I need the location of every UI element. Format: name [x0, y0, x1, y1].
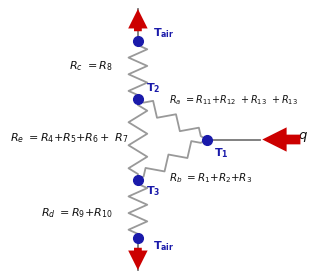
Text: $\mathbf{T_1}$: $\mathbf{T_1}$ [214, 146, 229, 160]
Text: $R_e\ =R_4{+}R_5{+}R_6+\ R_7$: $R_e\ =R_4{+}R_5{+}R_6+\ R_7$ [10, 131, 129, 145]
Text: $q$: $q$ [298, 130, 308, 144]
Text: $\mathbf{T_{air}}$: $\mathbf{T_{air}}$ [154, 239, 175, 253]
Text: $R_b\ =R_1{+}R_2{+}R_3$: $R_b\ =R_1{+}R_2{+}R_3$ [169, 171, 252, 185]
Text: $R_a\ =R_{11}{+}R_{12}\ +R_{13}\ +R_{13}$: $R_a\ =R_{11}{+}R_{12}\ +R_{13}\ +R_{13}… [169, 93, 298, 107]
Text: $\mathbf{T_3}$: $\mathbf{T_3}$ [146, 184, 160, 198]
Text: $\mathbf{T_2}$: $\mathbf{T_2}$ [146, 81, 160, 95]
Text: $R_d\ =R_9{+}R_{10}$: $R_d\ =R_9{+}R_{10}$ [41, 206, 113, 220]
Text: $\mathbf{T_{air}}$: $\mathbf{T_{air}}$ [154, 26, 175, 40]
Text: $R_c\ =R_8$: $R_c\ =R_8$ [69, 59, 113, 73]
